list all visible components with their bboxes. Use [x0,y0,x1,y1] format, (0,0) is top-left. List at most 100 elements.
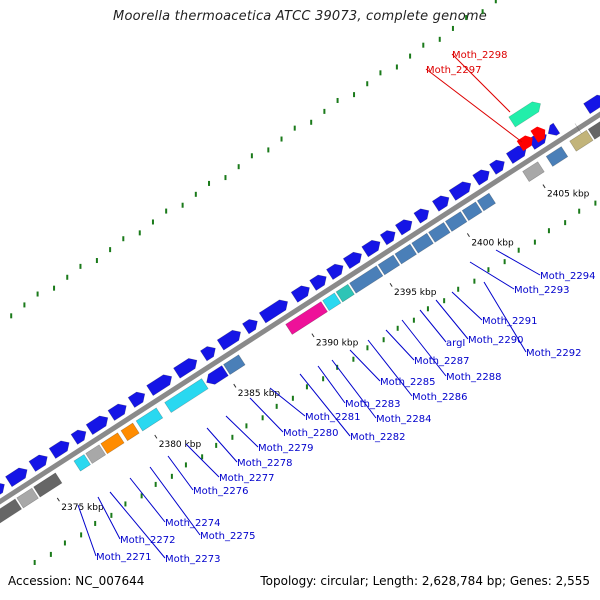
gene-label[interactable]: Moth_2278 [237,458,292,469]
gene-label[interactable]: Moth_2282 [350,432,405,443]
forward-gene[interactable] [309,272,330,291]
gene-label[interactable]: Moth_2281 [305,412,360,423]
forward-gene[interactable] [48,438,72,459]
reverse-gene[interactable] [587,115,600,140]
reverse-gene[interactable] [444,211,468,232]
gene-label[interactable]: Moth_2277 [219,473,274,484]
reverse-gene[interactable] [377,254,401,276]
reverse-gene[interactable] [545,146,569,167]
forward-gene[interactable] [216,327,244,351]
reverse-gene[interactable] [33,472,63,498]
forward-gene[interactable] [290,283,313,303]
forward-gene[interactable] [127,389,148,408]
forward-gene[interactable] [545,122,561,139]
forward-gene[interactable] [146,371,175,397]
forward-gene[interactable] [173,355,201,379]
gene-moth-2297[interactable] [516,124,549,152]
gene-label[interactable]: Moth_2290 [468,335,523,346]
gc-dot [336,97,339,103]
forward-gene[interactable] [342,249,365,270]
reverse-gene[interactable] [322,292,342,312]
gene-label[interactable]: Moth_2287 [414,356,469,367]
gene-label[interactable]: Moth_2274 [165,518,220,529]
gene-label[interactable]: Moth_2279 [258,443,313,454]
reverse-gene[interactable] [203,365,229,388]
gc-dot [95,258,98,264]
gene-label[interactable]: Moth_2285 [380,377,435,388]
forward-gene[interactable] [5,465,30,488]
gene-label[interactable]: Moth_2288 [446,372,501,383]
gene-label[interactable]: Moth_2272 [120,535,175,546]
reverse-gene[interactable] [0,498,23,524]
tick-mark [154,434,158,439]
gc-dot [138,230,141,236]
forward-gene[interactable] [199,343,218,362]
tick-mark [389,282,393,287]
reverse-gene[interactable] [411,232,434,254]
forward-gene[interactable] [394,216,415,236]
reverse-gene[interactable] [120,422,140,442]
forward-gene[interactable] [107,401,130,421]
gene-label[interactable]: Moth_2273 [165,554,220,565]
reverse-gene[interactable] [100,432,125,455]
tick-mark [56,497,60,502]
gene-label[interactable]: Moth_2284 [376,414,431,425]
reverse-gene[interactable] [335,283,355,303]
reverse-gene[interactable] [135,407,164,432]
gene-label[interactable]: Moth_2276 [193,486,248,497]
forward-gene[interactable] [489,157,507,175]
forward-gene[interactable] [326,261,346,281]
reverse-gene[interactable] [522,161,545,183]
forward-gene[interactable] [583,92,600,115]
gene-label[interactable]: Moth_2297 [426,65,481,76]
gc-dot [110,512,113,518]
forward-gene[interactable] [0,479,8,501]
gene-label[interactable]: Moth_2294 [540,271,595,282]
reverse-gene[interactable] [428,222,451,243]
reverse-gene[interactable] [476,192,496,212]
forward-gene[interactable] [448,178,474,201]
gene-label[interactable]: Moth_2275 [200,531,255,542]
reverse-gene[interactable] [569,129,594,152]
reverse-gene[interactable] [461,201,483,222]
reverse-gene[interactable] [73,454,91,472]
gene-label[interactable]: Moth_2291 [482,316,537,327]
forward-gene[interactable] [505,143,529,165]
gc-dot [170,473,173,479]
forward-gene[interactable] [85,413,111,436]
forward-gene[interactable] [413,206,432,224]
gene-label[interactable]: Moth_2283 [345,399,400,410]
gene-leader-line [167,455,194,491]
forward-gene[interactable] [258,297,291,324]
forward-gene[interactable] [472,167,493,186]
reverse-gene[interactable] [16,487,39,509]
reverse-gene[interactable] [85,444,107,464]
gene-leader-line [249,397,284,433]
reverse-gene[interactable] [164,378,209,413]
gc-dot [36,291,39,297]
tick-mark [466,233,470,237]
forward-gene[interactable] [70,427,89,445]
gene-label[interactable]: Moth_2292 [526,348,581,359]
gene-label[interactable]: Moth_2298 [452,50,507,61]
gene-label[interactable]: Moth_2280 [283,428,338,439]
gene-labels[interactable]: Moth_2271 Moth_2272 Moth_2273 Moth_2274 Moth… [77,50,595,565]
forward-gene[interactable] [431,193,452,212]
gene-label[interactable]: Moth_2286 [412,392,467,403]
gene-track[interactable] [0,92,600,524]
gene-feature[interactable] [574,123,582,134]
forward-gene[interactable] [241,316,260,335]
forward-gene[interactable] [379,227,398,246]
reverse-gene[interactable] [223,354,246,375]
reverse-gene[interactable] [349,265,384,294]
reverse-gene[interactable] [394,243,417,265]
gene-label[interactable]: Moth_2271 [96,552,151,563]
gene-label[interactable]: argI [446,338,465,349]
forward-gene[interactable] [28,452,51,472]
gene-label[interactable]: Moth_2293 [514,285,569,296]
forward-gene[interactable] [361,237,384,258]
gc-dot [165,208,168,214]
gene-moth-2298[interactable] [508,99,544,128]
reverse-gene[interactable] [285,301,328,335]
